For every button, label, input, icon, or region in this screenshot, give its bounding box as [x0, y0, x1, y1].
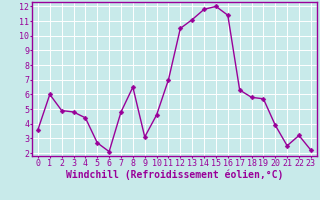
X-axis label: Windchill (Refroidissement éolien,°C): Windchill (Refroidissement éolien,°C): [66, 169, 283, 180]
